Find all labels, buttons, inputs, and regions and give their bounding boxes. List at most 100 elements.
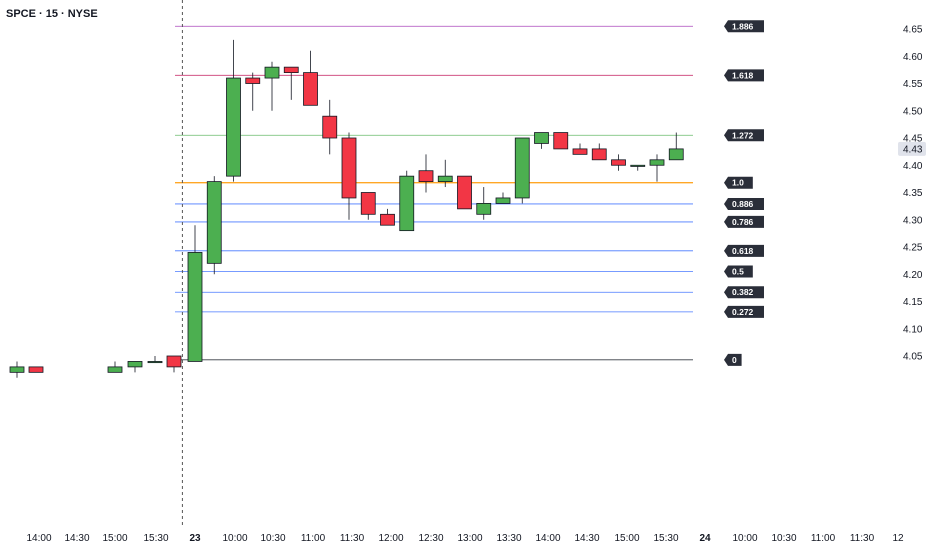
price-tick-4: 4.45 <box>903 134 923 145</box>
candle-10 <box>264 61 280 111</box>
candle-1 <box>28 366 44 373</box>
candle-14 <box>341 132 357 220</box>
time-tick-14: 14:30 <box>574 533 599 544</box>
candle-body-15 <box>360 192 376 215</box>
fib-label-9: 0.272 <box>724 305 764 318</box>
time-tick-20: 11:00 <box>811 533 836 544</box>
fib-label-6: 0.618 <box>724 244 764 257</box>
fib-label-bg-8 <box>724 286 764 299</box>
candle-25 <box>553 132 569 150</box>
price-tick-0: 4.65 <box>903 25 923 36</box>
candle-15 <box>360 192 376 220</box>
candle-body-16 <box>380 213 395 226</box>
price-tick-1: 4.60 <box>903 52 923 63</box>
candle-body-5 <box>166 355 182 368</box>
time-tick-5: 10:00 <box>222 533 247 544</box>
fib-label-4: 0.886 <box>724 197 764 210</box>
fib-labels: 1.886 1.618 1.272 1.0 0.886 0.786 0.618 0.5 0.38… <box>724 20 764 366</box>
candle-5 <box>166 355 182 373</box>
fib-label-0: 1.886 <box>724 20 764 33</box>
candle-9 <box>245 72 261 111</box>
candle-body-14 <box>341 137 357 199</box>
fib-label-7: 0.5 <box>724 265 753 278</box>
price-tick-11: 4.10 <box>903 324 923 335</box>
fib-label-5: 0.786 <box>724 215 764 228</box>
candle-body-21 <box>476 202 492 215</box>
time-tick-18: 10:00 <box>732 533 757 544</box>
fib-label-bg-0 <box>724 20 764 33</box>
fib-label-bg-3 <box>724 176 753 189</box>
candle-22 <box>495 192 511 204</box>
fib-label-bg-5 <box>724 215 764 228</box>
time-tick-10: 12:30 <box>418 533 443 544</box>
time-tick-9: 12:00 <box>378 533 403 544</box>
price-tick-5: 4.40 <box>903 161 923 172</box>
fib-label-text-5: 0.786 <box>732 217 754 227</box>
fib-label-bg-9 <box>724 305 764 318</box>
candle-30 <box>649 154 665 182</box>
price-tick-10: 4.15 <box>903 297 923 308</box>
candle-body-1 <box>28 366 44 373</box>
candle-body-31 <box>668 148 684 161</box>
candle-28 <box>611 154 626 171</box>
fib-label-3: 1.0 <box>724 176 753 189</box>
price-tick-7: 4.30 <box>903 215 923 226</box>
candle-31 <box>668 132 684 161</box>
candle-body-7 <box>206 181 222 264</box>
candle-19 <box>437 159 453 188</box>
candle-body-11 <box>283 66 299 74</box>
fib-label-text-8: 0.382 <box>732 287 754 297</box>
candle-body-19 <box>437 175 453 182</box>
time-tick-2: 15:00 <box>102 533 127 544</box>
candle-body-10 <box>264 66 280 79</box>
fib-label-text-3: 1.0 <box>732 178 744 188</box>
time-tick-1: 14:30 <box>64 533 89 544</box>
candle-7 <box>206 176 222 275</box>
fib-levels <box>175 25 693 361</box>
fib-label-text-10: 0 <box>732 355 737 365</box>
price-tick-8: 4.25 <box>903 243 923 254</box>
candle-body-0 <box>9 366 25 373</box>
candle-body-22 <box>495 197 511 204</box>
candle-3 <box>127 361 143 373</box>
candle-18 <box>418 154 434 193</box>
candle-body-8 <box>226 77 241 177</box>
price-axis: 4.65 4.60 4.55 4.50 4.45 4.40 4.35 4.30 4.25 4.20… <box>898 25 926 363</box>
time-tick-19: 10:30 <box>771 533 796 544</box>
candle-0 <box>9 361 25 378</box>
fib-label-bg-10 <box>724 353 742 366</box>
candle-body-18 <box>418 170 434 182</box>
fib-label-text-2: 1.272 <box>732 130 754 140</box>
time-tick-4: 23 <box>189 533 201 544</box>
candle-17 <box>399 170 415 232</box>
candle-body-24 <box>534 132 549 144</box>
time-tick-16: 15:30 <box>653 533 678 544</box>
fib-label-text-1: 1.618 <box>732 70 754 80</box>
candle-6 <box>187 225 203 362</box>
candle-body-27 <box>591 148 607 161</box>
fib-label-8: 0.382 <box>724 286 764 299</box>
time-tick-7: 11:00 <box>301 533 326 544</box>
candle-body-13 <box>322 115 338 139</box>
fib-label-bg-7 <box>724 265 753 278</box>
candle-body-25 <box>553 132 569 150</box>
candle-8 <box>226 39 241 182</box>
candle-2 <box>107 361 123 373</box>
candle-body-9 <box>245 77 261 84</box>
time-axis: 14:00 14:30 15:00 15:30 23 10:00 10:30 11:00 11:… <box>26 533 904 544</box>
price-tick-2: 4.55 <box>903 79 923 90</box>
fib-label-2: 1.272 <box>724 129 764 142</box>
candle-23 <box>514 137 530 204</box>
candles <box>9 39 684 378</box>
fib-label-text-4: 0.886 <box>732 199 754 209</box>
time-tick-12: 13:30 <box>496 533 521 544</box>
chart-title: SPCE · 15 · NYSE <box>6 8 98 20</box>
candle-13 <box>322 99 338 155</box>
candle-27 <box>591 143 607 161</box>
candle-20 <box>457 175 472 210</box>
last-price-text: 4.43 <box>903 144 923 155</box>
last-price-badge: 4.43 <box>898 141 926 156</box>
fib-label-text-9: 0.272 <box>732 307 754 317</box>
price-tick-3: 4.50 <box>903 106 923 117</box>
